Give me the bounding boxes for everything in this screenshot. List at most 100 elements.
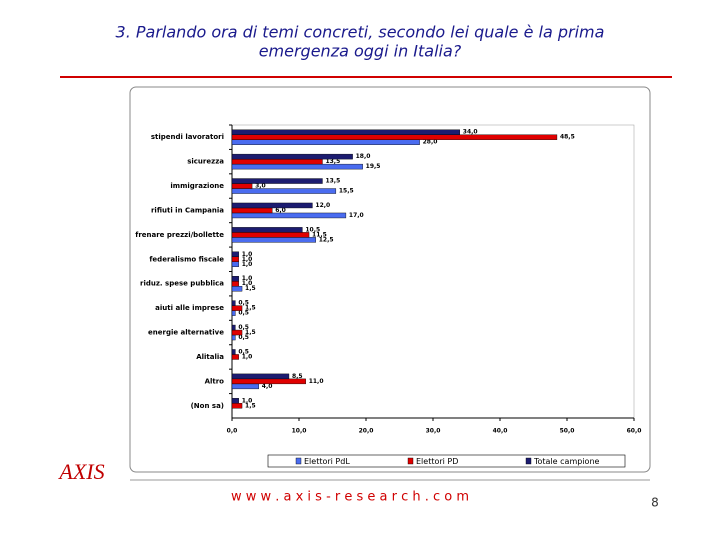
bar (231, 237, 316, 243)
value-label: 0,5 (238, 334, 249, 341)
value-label: 0,5 (238, 348, 249, 355)
bar (231, 329, 243, 336)
chart: 0,0 10,0 20,0 30,0 40,0 50,0 60,0 stipendi lavo… (135, 124, 642, 468)
bar (231, 349, 236, 355)
bar (231, 202, 313, 209)
logo: AXIS (57, 459, 104, 484)
y-tick-label: energie alternative (148, 329, 224, 337)
value-label: 34,0 (463, 129, 478, 136)
y-tick-label: immigrazione (170, 182, 224, 190)
y-tick-label: stipendi lavoratori (151, 133, 224, 141)
bar (231, 227, 303, 233)
slide-title-line: emergenza oggi in Italia? (259, 42, 462, 61)
bar (231, 286, 243, 292)
value-label: 10,5 (305, 226, 320, 233)
legend-label: Elettori PdL (304, 457, 350, 466)
bar (231, 403, 243, 409)
value-label: 0,5 (238, 300, 249, 307)
bar (231, 207, 273, 214)
y-tick-label: riduz. spese pubblica (140, 280, 224, 288)
value-label: 0,5 (238, 324, 249, 331)
value-label: 17,0 (349, 212, 364, 219)
bar (231, 232, 310, 238)
value-label: 1,0 (242, 251, 253, 258)
bar (231, 158, 323, 165)
bar (231, 188, 337, 194)
bar (231, 324, 236, 331)
y-tick-label: rifiuti in Campania (151, 206, 224, 214)
bar (231, 383, 259, 390)
bar (231, 134, 558, 140)
x-tick-label: 10,0 (292, 428, 307, 435)
x-tick-label: 0,0 (227, 428, 238, 435)
legend-swatch (407, 457, 414, 465)
value-label: 11,5 (312, 231, 327, 238)
bar (231, 373, 290, 380)
x-tick-label: 60,0 (627, 428, 642, 435)
bar (231, 310, 236, 316)
x-tick-label: 50,0 (560, 428, 575, 435)
x-tick-label: 30,0 (426, 428, 441, 435)
bar (231, 276, 239, 282)
bar (231, 334, 236, 341)
value-label: 1,0 (242, 397, 253, 404)
y-tick-label: (Non sa) (191, 402, 224, 410)
plot-area (231, 124, 635, 419)
bar (231, 212, 347, 219)
footer-url: w w w . a x i s - r e s e a r c h . c o … (231, 490, 469, 505)
bar (231, 256, 239, 262)
value-label: 1,5 (245, 329, 256, 336)
bar (231, 183, 253, 189)
slide-title-line: 3. Parlando ora di temi concreti, second… (116, 23, 605, 42)
value-label: 0,5 (238, 310, 249, 317)
bar (231, 398, 239, 404)
value-label: 28,0 (423, 139, 438, 146)
legend-box (267, 454, 626, 468)
bar (231, 300, 236, 306)
value-label: 15,5 (339, 188, 354, 195)
value-label: 12,0 (315, 202, 330, 209)
legend-swatch (525, 457, 532, 465)
value-label: 19,5 (366, 163, 381, 170)
value-label: 1,5 (245, 285, 256, 292)
value-label: 1,0 (242, 256, 253, 263)
legend-label: Elettori PD (416, 457, 458, 466)
legend-label: Totale campione (533, 457, 600, 466)
page-number: 8 (651, 496, 659, 510)
legend-swatch (295, 457, 302, 465)
y-tick-label: Altro (205, 377, 225, 385)
bar (231, 305, 243, 311)
y-tick-label: federalismo fiscale (149, 255, 224, 263)
value-label: 11,0 (309, 378, 324, 385)
value-label: 1,5 (245, 305, 256, 312)
y-tick-label: sicurezza (187, 158, 224, 166)
value-label: 12,5 (319, 236, 334, 243)
bar (231, 139, 420, 145)
bar (231, 153, 353, 160)
value-label: 1,0 (242, 280, 253, 287)
value-label: 48,5 (560, 134, 575, 141)
value-label: 1,5 (245, 402, 256, 409)
value-label: 1,0 (242, 261, 253, 268)
bar (231, 163, 363, 170)
value-label: 18,0 (356, 153, 371, 160)
bar (231, 261, 239, 267)
value-label: 8,5 (292, 373, 303, 380)
value-label: 1,0 (242, 353, 253, 360)
y-tick-label: Alitalia (196, 353, 224, 361)
value-label: 13,5 (325, 178, 340, 185)
value-label: 1,0 (242, 275, 253, 282)
bar (231, 178, 323, 184)
bar (231, 129, 461, 135)
bar (231, 251, 239, 257)
y-tick-label: frenare prezzi/bollette (135, 231, 224, 239)
bar (231, 281, 239, 287)
value-label: 4,0 (262, 383, 273, 390)
value-label: 3,0 (255, 183, 266, 190)
x-tick-label: 20,0 (359, 428, 374, 435)
value-label: 6,0 (275, 207, 286, 214)
y-tick-label: aiuti alle imprese (155, 304, 224, 312)
x-tick-label: 40,0 (493, 428, 508, 435)
value-label: 13,5 (325, 158, 340, 165)
